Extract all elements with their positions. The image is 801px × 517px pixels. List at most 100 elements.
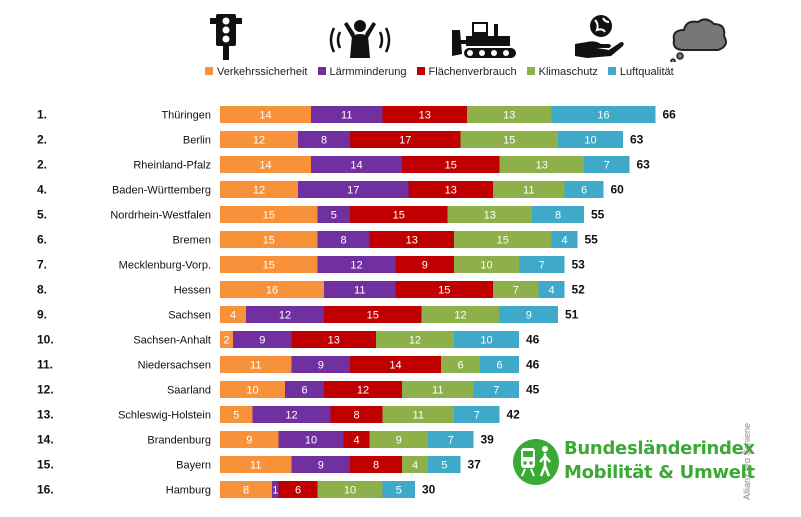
data-label: 15 xyxy=(367,310,379,322)
legend-label: Lärmminderung xyxy=(329,66,407,78)
data-label: 14 xyxy=(350,160,362,172)
data-label: 14 xyxy=(259,160,271,172)
data-label: 10 xyxy=(246,385,258,397)
bar-segment xyxy=(350,131,461,148)
bar-segment xyxy=(330,406,383,423)
rank-label: 6. xyxy=(37,233,47,247)
data-label: 10 xyxy=(480,260,492,272)
bar-segment xyxy=(311,156,402,173)
bar-segment xyxy=(382,481,415,498)
data-label: 13 xyxy=(419,110,431,122)
data-label: 11 xyxy=(250,360,261,372)
category-label: Schleswig-Holstein xyxy=(118,410,211,422)
smoke-cloud-icon xyxy=(670,18,727,62)
bar-segment xyxy=(408,181,493,198)
category-label: Bremen xyxy=(172,235,211,247)
category-label: Sachsen xyxy=(168,310,211,322)
category-label: Baden-Württemberg xyxy=(112,185,211,197)
bar-segment xyxy=(252,406,331,423)
data-label: 6 xyxy=(295,485,301,497)
bar-segment xyxy=(324,306,422,323)
legend-item: Luftqualität xyxy=(607,66,674,78)
data-label: 15 xyxy=(503,135,515,147)
data-label: 9 xyxy=(318,360,324,372)
logo-emblem-icon xyxy=(513,439,559,485)
data-label: 5 xyxy=(441,460,447,472)
data-label: 10 xyxy=(584,135,596,147)
bundeslaenderindex-logo: Bundesländerindex Mobilität & Umwelt xyxy=(512,434,755,490)
bar-segment xyxy=(220,156,311,173)
data-label: 2 xyxy=(223,335,229,347)
data-label: 12 xyxy=(253,135,265,147)
data-label: 9 xyxy=(246,435,252,447)
bar-segment xyxy=(441,356,480,373)
data-label: 17 xyxy=(347,185,359,197)
logo-title-line1: Bundesländerindex xyxy=(564,438,755,459)
bar-segment xyxy=(285,381,324,398)
bar-segment xyxy=(220,256,318,273)
legend-label: Luftqualität xyxy=(619,66,674,78)
data-label: 11 xyxy=(413,410,424,422)
legend-label: Verkehrssicherheit xyxy=(217,66,308,78)
bar-segment xyxy=(499,306,558,323)
legend: Verkehrssicherheit Lärmminderung Flächenve… xyxy=(205,66,684,78)
data-label: 6 xyxy=(581,185,587,197)
photo-credit: Allianz pro Schiene xyxy=(742,400,756,500)
bar-segment xyxy=(564,181,604,198)
category-label: Rheinland-Pfalz xyxy=(133,160,211,172)
bar-segment xyxy=(376,331,454,348)
total-label: 46 xyxy=(526,333,540,347)
bar-segment xyxy=(343,431,370,448)
bar-segment xyxy=(493,181,565,198)
legend-label: Klimaschutz xyxy=(538,66,598,78)
bar-segment xyxy=(233,331,292,348)
data-label: 12 xyxy=(285,410,297,422)
bar-segment xyxy=(473,381,519,398)
total-label: 51 xyxy=(565,308,579,322)
bar-segment xyxy=(220,356,292,373)
data-label: 15 xyxy=(263,210,275,222)
legend-item: Flächenverbrauch xyxy=(416,66,517,78)
rank-label: 7. xyxy=(37,258,47,272)
data-label: 8 xyxy=(555,210,561,222)
data-label: 9 xyxy=(318,460,324,472)
legend-swatch xyxy=(317,67,326,75)
bar-segment xyxy=(395,281,493,298)
data-label: 15 xyxy=(263,235,275,247)
data-label: 12 xyxy=(454,310,466,322)
data-label: 15 xyxy=(497,235,509,247)
data-label: 4 xyxy=(561,235,567,247)
rank-label: 4. xyxy=(37,183,47,197)
data-label: 11 xyxy=(250,460,261,472)
bar-segment xyxy=(246,306,324,323)
bar-segment xyxy=(538,281,565,298)
bar-segment xyxy=(220,281,324,298)
noise-person-icon xyxy=(329,20,391,58)
legend-swatch xyxy=(205,67,213,75)
data-label: 1 xyxy=(272,485,278,497)
rank-label: 14. xyxy=(37,433,54,447)
bar-segment xyxy=(558,131,623,148)
data-label: 11 xyxy=(432,385,443,397)
data-label: 13 xyxy=(503,110,515,122)
data-label: 7 xyxy=(448,435,454,447)
bar-segment xyxy=(311,106,383,123)
bulldozer-icon xyxy=(452,22,516,58)
data-label: 11 xyxy=(354,285,365,297)
bar-segment xyxy=(460,131,558,148)
total-label: 30 xyxy=(422,483,436,497)
category-label: Brandenburg xyxy=(147,435,211,447)
total-label: 39 xyxy=(481,433,495,447)
data-label: 13 xyxy=(445,185,457,197)
data-label: 7 xyxy=(513,285,519,297)
bar-segment xyxy=(317,231,370,248)
category-label: Mecklenburg-Vorp. xyxy=(119,260,211,272)
bar-segment xyxy=(220,381,285,398)
category-label: Nordrhein-Westfalen xyxy=(110,210,211,222)
rank-label: 8. xyxy=(37,283,47,297)
bar-segment xyxy=(551,231,578,248)
bar-segment xyxy=(291,356,350,373)
bar-segment xyxy=(447,206,532,223)
data-label: 4 xyxy=(353,435,359,447)
bar-segment xyxy=(317,206,350,223)
